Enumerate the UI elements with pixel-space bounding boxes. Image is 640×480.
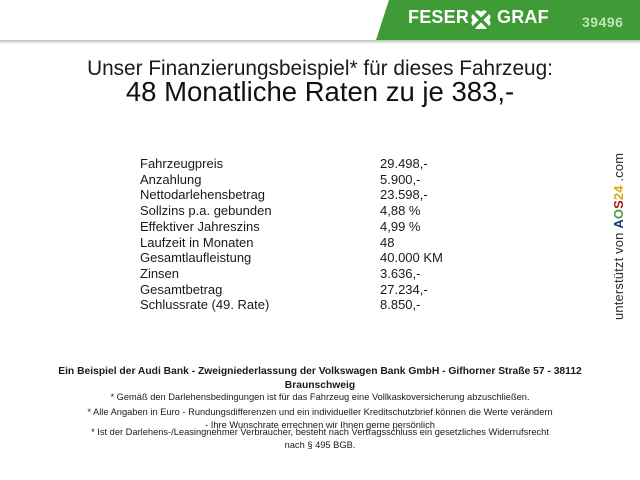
svg-text:FESER: FESER — [408, 7, 469, 27]
svg-text:GRAF: GRAF — [497, 7, 549, 27]
